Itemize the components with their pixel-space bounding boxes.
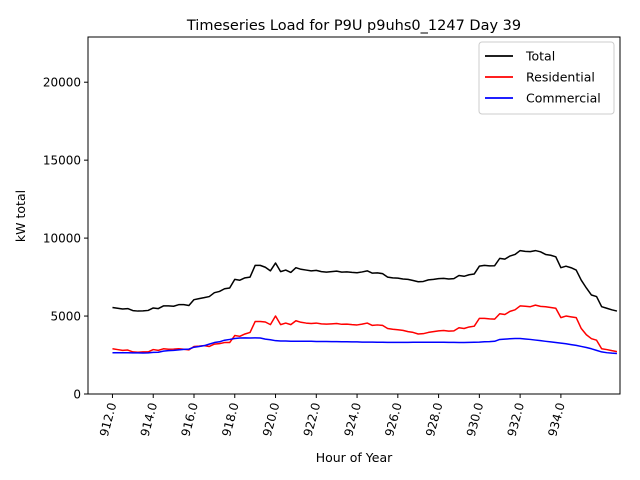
x-tick-label: 926.0 [382, 401, 404, 438]
x-axis: 912.0 914.0 916.0 918.0 920.0 922.0 924.0 926.0… [97, 394, 568, 438]
x-tick-label: 924.0 [342, 401, 364, 438]
x-tick-label: 934.0 [545, 401, 567, 438]
x-tick-label: 918.0 [219, 401, 241, 438]
x-axis-label: Hour of Year [316, 450, 393, 465]
x-tick-label: 916.0 [178, 401, 200, 438]
y-tick-label: 0 [73, 388, 81, 402]
y-tick-label: 15000 [43, 154, 81, 168]
x-tick-label: 914.0 [138, 401, 160, 438]
y-axis-label: kW total [13, 190, 28, 242]
y-axis: 0 5000 10000 15000 20000 [43, 76, 88, 402]
legend-box [478, 41, 615, 115]
legend-label-residential: Residential [526, 70, 595, 85]
series-line-residential [112, 304, 618, 353]
plot-frame [87, 36, 621, 395]
x-tick-label: 920.0 [260, 401, 282, 438]
x-tick-label: 930.0 [464, 401, 486, 438]
y-tick-label: 5000 [50, 310, 81, 324]
legend: Total Residential Commercial [478, 41, 615, 115]
x-tick-label: 922.0 [301, 401, 323, 438]
x-tick-label: 932.0 [505, 401, 527, 438]
x-tick-label: 928.0 [423, 401, 445, 438]
y-tick-label: 10000 [43, 232, 81, 246]
x-tick-label: 912.0 [97, 401, 119, 438]
series-line-total [112, 249, 618, 312]
legend-label-total: Total [525, 49, 555, 64]
series-line-commercial [112, 337, 617, 355]
y-tick-label: 20000 [43, 76, 81, 90]
plot-lines [112, 249, 618, 355]
chart-title: Timeseries Load for P9U p9uhs0_1247 Day … [186, 18, 521, 34]
legend-label-commercial: Commercial [526, 91, 601, 106]
